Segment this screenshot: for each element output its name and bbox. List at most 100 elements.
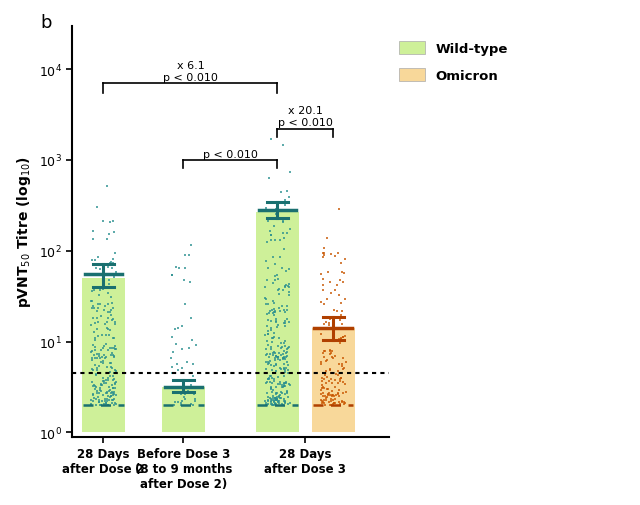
Point	[104, 383, 114, 391]
Point	[319, 384, 330, 392]
Point	[317, 249, 328, 258]
Point	[108, 364, 118, 372]
Point	[283, 344, 293, 352]
Point	[317, 377, 327, 385]
Point	[93, 300, 103, 309]
Point	[340, 295, 351, 304]
Point	[273, 305, 284, 313]
Point	[280, 323, 291, 331]
Point	[95, 358, 106, 366]
Point	[88, 366, 99, 374]
Point	[284, 343, 294, 351]
Point	[88, 236, 98, 244]
Point	[102, 324, 113, 332]
Point	[90, 319, 100, 327]
Point	[99, 262, 109, 270]
Point	[101, 376, 111, 384]
Point	[269, 348, 279, 356]
Point	[334, 377, 344, 385]
Point	[280, 201, 291, 209]
Point	[339, 380, 349, 388]
Point	[278, 355, 289, 363]
Point	[96, 313, 106, 321]
Point	[186, 381, 196, 389]
Point	[268, 388, 278, 396]
Point	[271, 352, 282, 361]
Point	[104, 280, 114, 288]
Point	[174, 265, 184, 273]
Point	[266, 343, 276, 351]
Point	[324, 391, 335, 399]
Point	[108, 392, 118, 400]
Point	[176, 401, 186, 409]
Point	[106, 344, 116, 352]
Point	[93, 305, 103, 313]
Point	[326, 375, 337, 383]
Point	[280, 398, 290, 406]
Point	[282, 302, 292, 310]
Point	[317, 397, 327, 405]
Point	[186, 400, 196, 409]
Point	[101, 363, 111, 371]
Point	[335, 276, 345, 284]
Point	[280, 284, 290, 292]
Point	[95, 286, 105, 294]
Point	[316, 330, 326, 338]
Point	[274, 334, 284, 342]
Point	[99, 265, 109, 273]
Point	[327, 353, 337, 361]
Point	[269, 357, 280, 365]
Point	[285, 381, 295, 389]
Point	[330, 252, 340, 260]
Point	[322, 295, 332, 303]
Legend: Wild-type, Omicron: Wild-type, Omicron	[399, 41, 508, 83]
Point	[321, 318, 331, 326]
Point	[269, 222, 279, 230]
Point	[268, 386, 278, 394]
Point	[281, 268, 291, 276]
Point	[333, 371, 343, 379]
Point	[333, 386, 344, 394]
Point	[323, 386, 333, 394]
Point	[266, 384, 276, 392]
Point	[279, 397, 289, 405]
Point	[279, 379, 289, 387]
Point	[280, 356, 290, 364]
Point	[101, 379, 111, 387]
Point	[282, 306, 292, 314]
Point	[109, 379, 120, 387]
Point	[323, 268, 333, 276]
Point	[280, 390, 290, 398]
Point	[267, 306, 277, 314]
Point	[269, 363, 279, 371]
Point	[279, 355, 289, 363]
Point	[93, 254, 103, 262]
Point	[270, 400, 280, 409]
Point	[274, 393, 284, 401]
Point	[269, 308, 280, 316]
Point	[272, 395, 282, 403]
Point	[102, 235, 112, 243]
Point	[92, 401, 102, 410]
Point	[95, 386, 105, 394]
Point	[266, 325, 276, 333]
Point	[278, 401, 289, 410]
Point	[278, 355, 288, 363]
Point	[100, 354, 110, 362]
Point	[109, 375, 119, 383]
Point	[110, 318, 120, 326]
Point	[319, 320, 329, 328]
Point	[266, 231, 276, 239]
Point	[277, 389, 287, 397]
Point	[337, 269, 347, 277]
Point	[277, 383, 287, 391]
Point	[94, 352, 104, 360]
Point	[86, 348, 97, 357]
Point	[98, 359, 108, 367]
Point	[100, 332, 111, 340]
Point	[275, 237, 285, 245]
Point	[272, 354, 282, 362]
Point	[106, 364, 116, 372]
Point	[261, 378, 271, 386]
Point	[103, 401, 113, 409]
